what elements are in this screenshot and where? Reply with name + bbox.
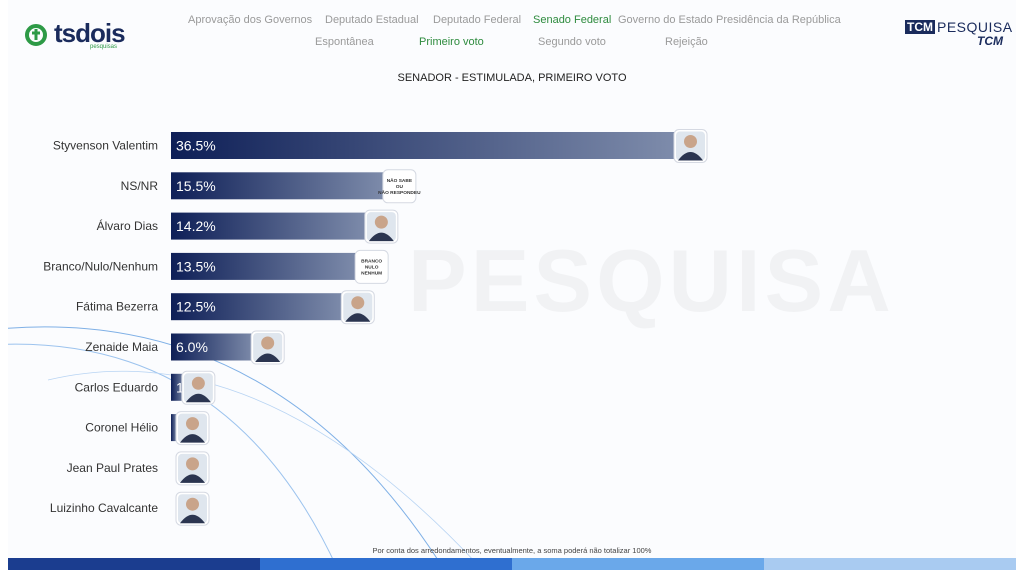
value-label-styvenson-valentim: 36.5%: [176, 138, 216, 154]
badge-luizinho-cavalcante: [175, 491, 210, 526]
bar-fatima-bezerra: [171, 293, 345, 321]
category-label-coronel-helio: Coronel Hélio: [85, 421, 158, 435]
nav-item-aprova-o-dos-governos[interactable]: Aprovação dos Governos: [188, 14, 313, 26]
badge-zenaide-maia: [250, 330, 285, 365]
nav-item-rejei-o[interactable]: Rejeição: [665, 36, 708, 48]
badge-text: NULO: [365, 264, 379, 270]
bottom-stripe: [8, 558, 1016, 570]
value-label-alvaro-dias: 14.2%: [176, 218, 216, 234]
bottom-stripe-segment: [764, 558, 1016, 570]
bar-branco-nulo-nenhum: [171, 252, 359, 280]
logo-mark-icon: [25, 24, 47, 46]
category-label-branco-nulo-nenhum: Branco/Nulo/Nenhum: [43, 259, 158, 273]
category-label-ns-nr: NS/NR: [121, 179, 159, 193]
category-label-luizinho-cavalcante: Luizinho Cavalcante: [50, 501, 158, 515]
bar-alvaro-dias: [171, 212, 368, 240]
value-label-fatima-bezerra: 12.5%: [176, 299, 216, 315]
category-label-jean-paul-prates: Jean Paul Prates: [67, 461, 158, 475]
nav-item-senado-federal[interactable]: Senado Federal: [533, 14, 612, 26]
category-label-styvenson-valentim: Styvenson Valentim: [53, 139, 158, 153]
value-label-carlos-eduardo: 1: [176, 379, 184, 395]
value-label-branco-nulo-nenhum: 13.5%: [176, 258, 216, 274]
badge-jean-paul-prates: [175, 451, 210, 486]
bar-styvenson-valentim: [171, 132, 677, 159]
nav-item-presid-ncia-da-rep-blica[interactable]: Presidência da República: [716, 14, 841, 26]
brand-word: PESQUISA: [937, 19, 1013, 35]
nav-item-governo-do-estado[interactable]: Governo do Estado: [618, 14, 713, 26]
bottom-stripe-segment: [512, 558, 764, 570]
badge-text: NENHUM: [361, 270, 382, 276]
value-label-zenaide-maia: 6.0%: [176, 339, 208, 355]
badge-text: BRANCO: [361, 258, 382, 264]
category-label-fatima-bezerra: Fátima Bezerra: [76, 300, 158, 314]
bar-chart: Styvenson Valentim 36.5% NS/NR 15.5% NÃO SAB…: [43, 129, 708, 526]
value-label-ns-nr: 15.5%: [176, 178, 216, 194]
badge-text: NÃO SABE: [387, 177, 413, 184]
brand-sub: TCM: [977, 34, 1003, 48]
badge-carlos-eduardo: [181, 370, 216, 405]
tsdois-logo: tsdois pesquisas: [24, 18, 134, 52]
category-label-carlos-eduardo: Carlos Eduardo: [75, 380, 159, 394]
chart-title: SENADOR - ESTIMULADA, PRIMEIRO VOTO: [397, 72, 627, 84]
dashboard-frame: PESQUISA tsdois pesquisas Aprovação dos …: [8, 0, 1016, 570]
badge-text: OU: [396, 184, 404, 190]
badge-text: NÃO RESPONDEU: [378, 189, 421, 196]
nav-item-deputado-estadual[interactable]: Deputado Estadual: [325, 14, 419, 26]
nav-item-deputado-federal[interactable]: Deputado Federal: [433, 14, 522, 26]
tcm-pesquisa-logo: TCM PESQUISA TCM: [905, 20, 1012, 50]
bar-zenaide-maia: [171, 333, 255, 361]
bar-coronel-helio: [171, 414, 177, 442]
badge-alvaro-dias: [364, 209, 399, 244]
category-label-zenaide-maia: Zenaide Maia: [85, 340, 158, 354]
bottom-stripe-segment: [260, 558, 512, 570]
nav-item-espont-nea[interactable]: Espontânea: [315, 36, 374, 48]
logo-subtext: pesquisas: [90, 44, 118, 50]
category-label-alvaro-dias: Álvaro Dias: [97, 218, 158, 233]
bar-ns-nr: [171, 172, 386, 200]
bottom-stripe-segment: [8, 558, 260, 570]
badge-coronel-helio: [175, 411, 210, 446]
nav-item-segundo-voto[interactable]: Segundo voto: [538, 36, 606, 48]
footnote: Por conta dos arredondamentos, eventualm…: [372, 546, 652, 555]
badge-fatima-bezerra: [340, 290, 375, 325]
brand-box: TCM: [905, 20, 935, 34]
badge-styvenson-valentim: [673, 129, 708, 163]
nav-item-primeiro-voto[interactable]: Primeiro voto: [419, 36, 484, 48]
logo-text: tsdois: [54, 18, 126, 48]
